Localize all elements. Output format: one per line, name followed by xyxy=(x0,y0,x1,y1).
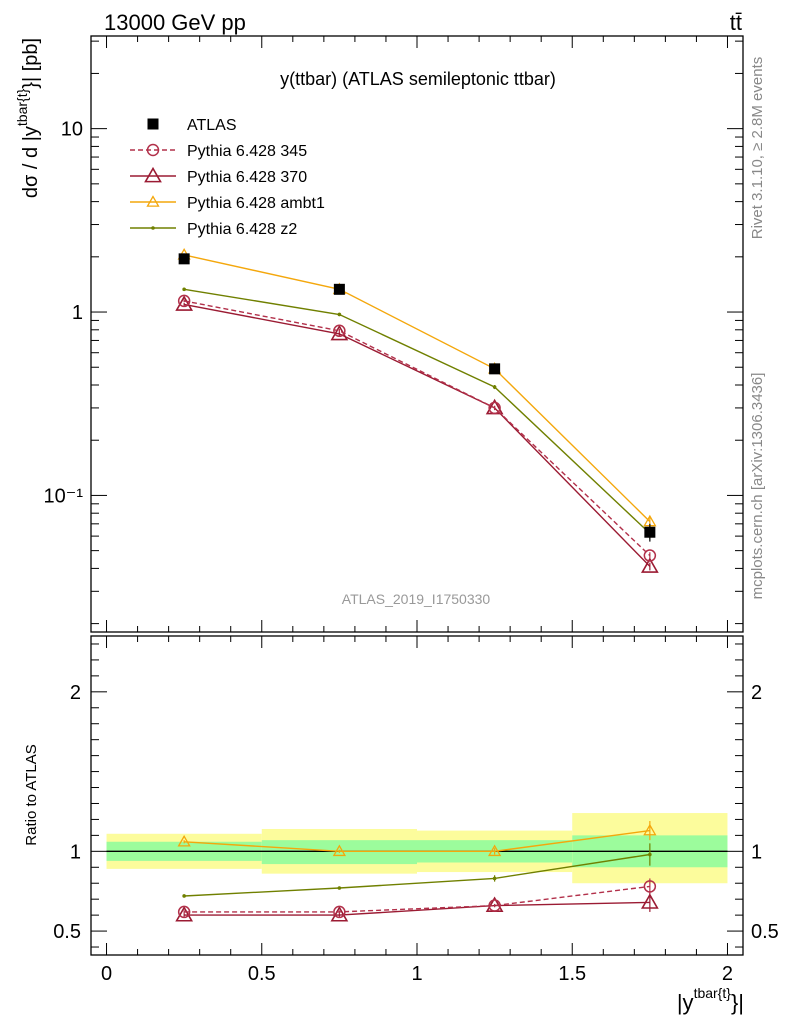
data-point xyxy=(175,295,194,311)
y-label-unit: }| [pb] xyxy=(20,38,42,89)
mcplots-url-label: mcplots.cern.ch [arXiv:1306.3436] xyxy=(749,373,766,600)
ratio-point xyxy=(492,876,497,881)
data-point xyxy=(337,312,342,317)
y-tick-label-right: 0.5 xyxy=(751,921,779,943)
x-label-sup: tbar{t} xyxy=(694,985,732,1001)
ratio-point xyxy=(640,893,659,909)
legend-marker xyxy=(146,143,160,157)
ratio-uncertainty-bands xyxy=(106,813,728,884)
y-tick-label-right: 1 xyxy=(751,841,762,863)
x-tick-label: 1.5 xyxy=(558,963,586,985)
y-label-text: dσ / d |y xyxy=(20,126,42,198)
ratio-frame xyxy=(90,635,744,956)
series-line xyxy=(183,303,651,567)
data-point xyxy=(489,363,501,375)
data-point xyxy=(492,385,497,389)
x-tick-label: 2 xyxy=(722,963,733,985)
y-tick-label: 10⁻¹ xyxy=(44,485,84,507)
ratio-series-line xyxy=(184,829,650,852)
x-tick-label: 1 xyxy=(411,963,422,985)
y-tick-label: 0.5 xyxy=(53,921,81,943)
data-point xyxy=(177,294,191,308)
legend-label: ATLAS xyxy=(187,117,237,134)
data-point xyxy=(333,283,345,295)
ratio-point xyxy=(488,899,501,912)
ratio-point xyxy=(332,844,347,857)
ratio-point xyxy=(330,906,349,922)
ratio-point xyxy=(643,823,657,836)
x-tick-label: 0 xyxy=(101,963,112,985)
legend-marker xyxy=(144,166,162,183)
x-axis-label: |ytbar{t}}| xyxy=(677,985,744,1015)
process-label: tt̄ xyxy=(730,10,742,35)
y-tick-label: 2 xyxy=(70,682,81,704)
ratio-series-line xyxy=(184,901,650,916)
ratio-point xyxy=(182,894,186,898)
ratio-point xyxy=(643,880,657,893)
y-tick-label: 10 xyxy=(61,119,83,141)
legend-label: Pythia 6.428 370 xyxy=(187,169,307,186)
y-tick-label: 1 xyxy=(70,841,81,863)
data-point xyxy=(178,253,190,265)
energy-label: 13000 GeV pp xyxy=(104,10,246,35)
ratio-panel: 0 0.5 1 1.5 2 0.5 0.5 1 1 2 2 xyxy=(53,635,779,985)
ratio-point xyxy=(648,852,652,857)
series-line xyxy=(183,300,651,557)
y-tick-label-right: 2 xyxy=(751,682,762,704)
ratio-point xyxy=(177,834,191,847)
legend-label: Pythia 6.428 345 xyxy=(187,143,307,160)
x-label-close: }| xyxy=(731,990,744,1015)
x-label-text: |y xyxy=(677,990,694,1015)
y-tick-label: 1 xyxy=(72,302,83,324)
legend: ATLAS Pythia 6.428 345 Pythia 6.428 370 Pyt… xyxy=(130,117,325,238)
y-label-sup: tbar{t} xyxy=(14,88,30,126)
data-point xyxy=(333,324,346,338)
ratio-y-axis-label: Ratio to ATLAS xyxy=(23,744,40,845)
main-y-axis-label: dσ / d |ytbar{t}}| [pb] xyxy=(14,38,42,198)
ratio-point xyxy=(487,844,502,857)
x-tick-label: 0.5 xyxy=(248,963,276,985)
ratio-point xyxy=(337,886,342,890)
series-line xyxy=(183,288,651,535)
ratio-series-line xyxy=(184,885,650,913)
legend-marker xyxy=(147,118,159,130)
main-panel: 10⁻¹ 1 10 xyxy=(44,35,744,633)
rivet-version-label: Rivet 3.1.10, ≥ 2.8M events xyxy=(749,57,766,240)
ratio-point xyxy=(333,905,346,919)
legend-label: Pythia 6.428 ambt1 xyxy=(187,195,325,212)
header: 13000 GeV pp tt̄ xyxy=(104,10,742,35)
data-point xyxy=(182,287,186,292)
series-line xyxy=(183,254,651,523)
ratio-point xyxy=(175,906,194,922)
analysis-watermark: ATLAS_2019_I1750330 xyxy=(342,591,491,607)
plot-title: y(ttbar) (ATLAS semileptonic ttbar) xyxy=(280,69,556,89)
ratio-point xyxy=(177,905,191,919)
legend-marker xyxy=(146,195,160,207)
ratio-series-line xyxy=(184,853,651,897)
legend-marker xyxy=(151,226,155,230)
data-point xyxy=(640,557,659,573)
legend-label: Pythia 6.428 z2 xyxy=(187,221,297,238)
data-point xyxy=(488,401,501,415)
data-point xyxy=(643,549,657,562)
data-point xyxy=(644,526,656,538)
